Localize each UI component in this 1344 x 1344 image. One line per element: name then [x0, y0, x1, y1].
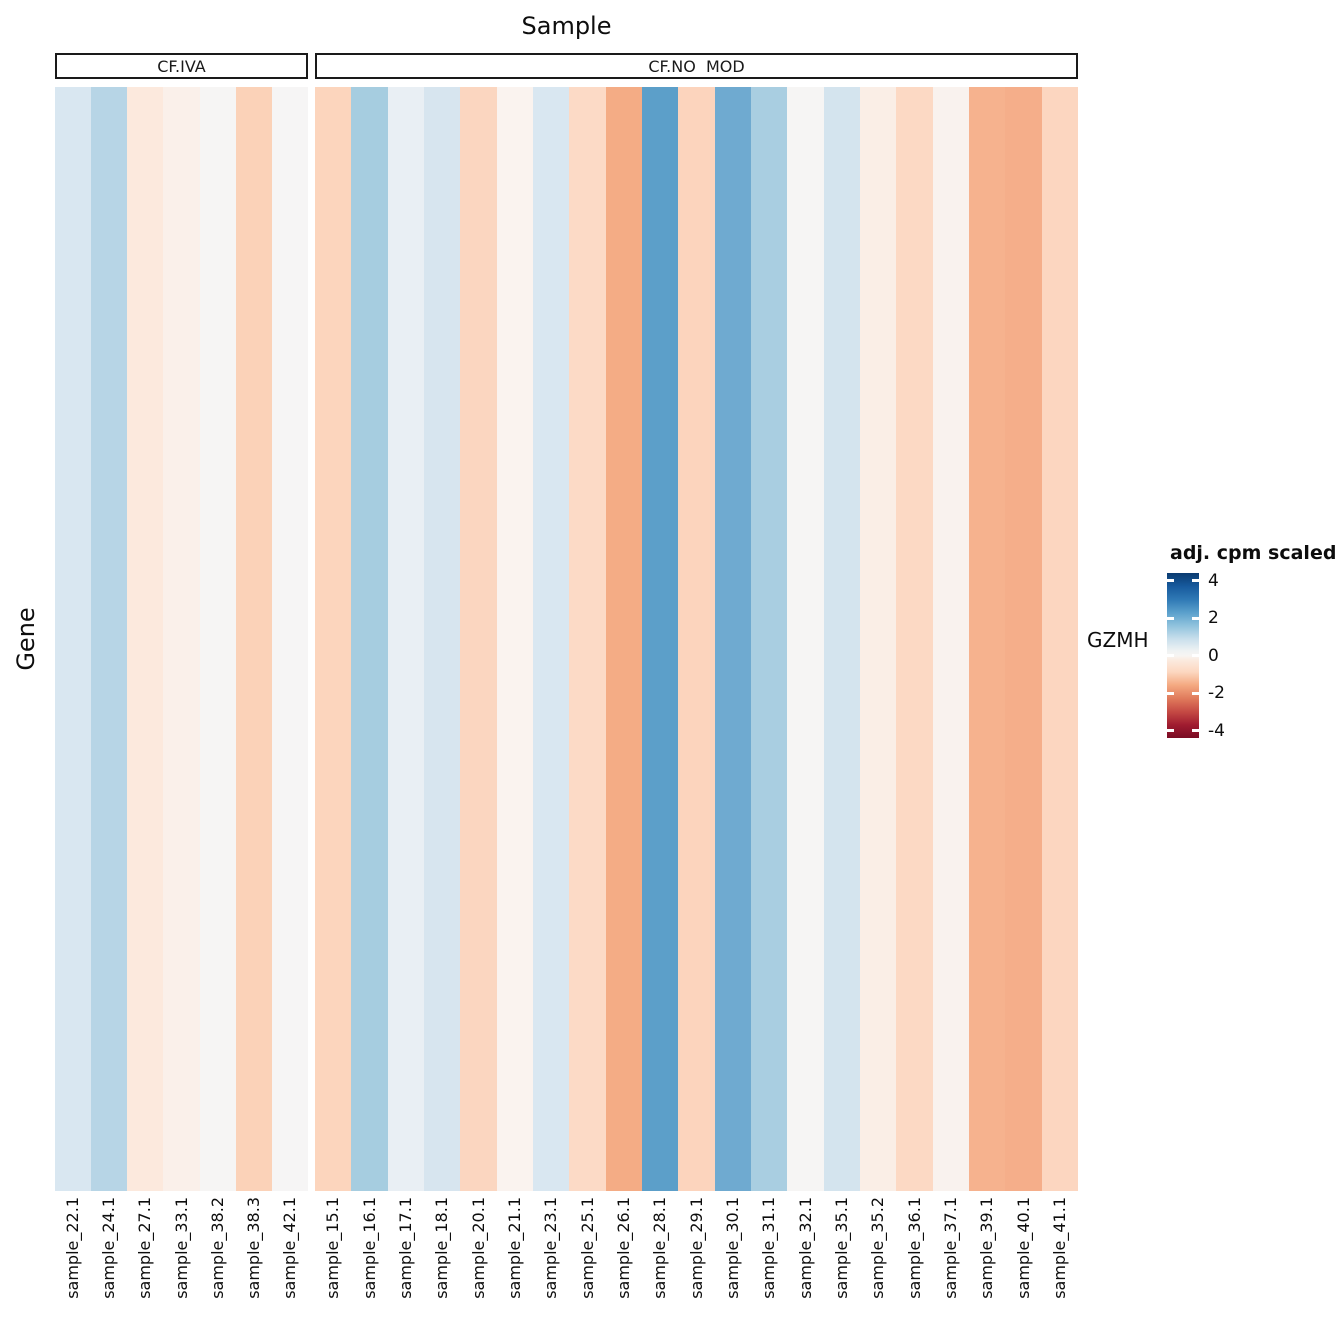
x-tick-label: sample_18.1: [432, 1197, 452, 1299]
x-tick-label: sample_31.1: [759, 1197, 779, 1299]
legend-tick-mark: [1192, 579, 1199, 582]
legend-tick-mark: [1167, 729, 1174, 732]
x-tick-label: sample_27.1: [135, 1197, 155, 1299]
heatmap-cell: [1041, 87, 1079, 1191]
x-tick-label: sample_30.1: [722, 1197, 742, 1299]
x-tick-label: sample_22.1: [63, 1197, 83, 1299]
heatmap-cell: [91, 87, 128, 1191]
legend-tick-label: 4: [1208, 570, 1219, 591]
heatmap-cell: [751, 87, 788, 1191]
facet-strip: CF.IVA: [55, 53, 308, 79]
x-tick-label: sample_25.1: [577, 1197, 597, 1299]
heatmap-cell: [127, 87, 164, 1191]
x-tick-label: sample_35.1: [831, 1197, 851, 1299]
x-tick-label: sample_41.1: [1049, 1197, 1069, 1299]
heatmap-cell: [932, 87, 970, 1191]
legend-tick-mark: [1192, 654, 1199, 657]
heatmap-cell: [351, 87, 389, 1191]
heatmap-cell: [860, 87, 897, 1191]
heatmap-cell: [969, 87, 1006, 1191]
x-tick-label: sample_29.1: [686, 1197, 706, 1299]
legend-tick-mark: [1192, 691, 1199, 695]
legend-tick-mark: [1192, 616, 1199, 620]
x-tick-label: sample_23.1: [541, 1197, 561, 1299]
heatmap-cell: [315, 87, 352, 1191]
y-axis-title: Gene: [12, 607, 40, 671]
heatmap-cell: [787, 87, 825, 1191]
heatmap-cell: [55, 87, 92, 1191]
legend-tick-label: 2: [1208, 608, 1219, 628]
x-tick-label: sample_16.1: [359, 1197, 379, 1299]
heatmap-cell: [533, 87, 570, 1191]
heatmap-cell: [605, 87, 643, 1191]
gene-row-label: GZMH: [1087, 628, 1149, 652]
heatmap-cell: [823, 87, 861, 1191]
heatmap-cell: [387, 87, 425, 1191]
plot-title: Sample: [521, 12, 612, 40]
x-tick-label: sample_36.1: [904, 1197, 924, 1299]
legend-tick-label: -2: [1208, 683, 1225, 703]
heatmap-cell: [714, 87, 752, 1191]
heatmap-cell: [271, 87, 309, 1191]
x-tick-label: sample_24.1: [99, 1197, 119, 1299]
x-tick-label: sample_17.1: [395, 1197, 415, 1299]
legend-tick-mark: [1167, 691, 1174, 695]
heatmap-cell: [896, 87, 934, 1191]
x-tick-label: sample_38.3: [243, 1197, 263, 1299]
legend-tick-mark: [1192, 729, 1199, 732]
x-tick-label: sample_15.1: [323, 1197, 343, 1299]
legend-tick-mark: [1167, 579, 1174, 582]
x-tick-label: sample_40.1: [1013, 1197, 1033, 1299]
legend-tick-label: -4: [1208, 720, 1225, 741]
facet-strip: CF.NO MOD: [315, 53, 1078, 79]
legend-tick-mark: [1167, 616, 1174, 620]
x-tick-label: sample_42.1: [279, 1197, 299, 1299]
heatmap-cell: [235, 87, 273, 1191]
x-tick-label: sample_28.1: [650, 1197, 670, 1299]
facet-strip-label: CF.NO MOD: [648, 56, 745, 76]
x-tick-label: sample_39.1: [977, 1197, 997, 1299]
legend-tick-label: 0: [1208, 645, 1219, 666]
legend-tick-mark: [1167, 654, 1174, 657]
x-tick-label: sample_21.1: [504, 1197, 524, 1299]
heatmap-cell: [460, 87, 498, 1191]
heatmap-cell: [569, 87, 607, 1191]
heatmap-cell: [424, 87, 461, 1191]
x-tick-label: sample_35.2: [868, 1197, 888, 1299]
x-tick-label: sample_33.1: [171, 1197, 191, 1299]
heatmap-cell: [163, 87, 200, 1191]
x-tick-label: sample_37.1: [940, 1197, 960, 1299]
heatmap-cell: [642, 87, 679, 1191]
heatmap-cell: [678, 87, 716, 1191]
heatmap-cell: [199, 87, 237, 1191]
heatmap-cell: [496, 87, 534, 1191]
heatmap-cell: [1005, 87, 1043, 1191]
facet-strip-label: CF.IVA: [157, 56, 206, 76]
x-tick-label: sample_20.1: [468, 1197, 488, 1299]
legend-title: adj. cpm scaled: [1170, 542, 1337, 564]
x-tick-label: sample_26.1: [613, 1197, 633, 1299]
x-tick-label: sample_38.2: [207, 1197, 227, 1299]
x-tick-label: sample_32.1: [795, 1197, 815, 1299]
